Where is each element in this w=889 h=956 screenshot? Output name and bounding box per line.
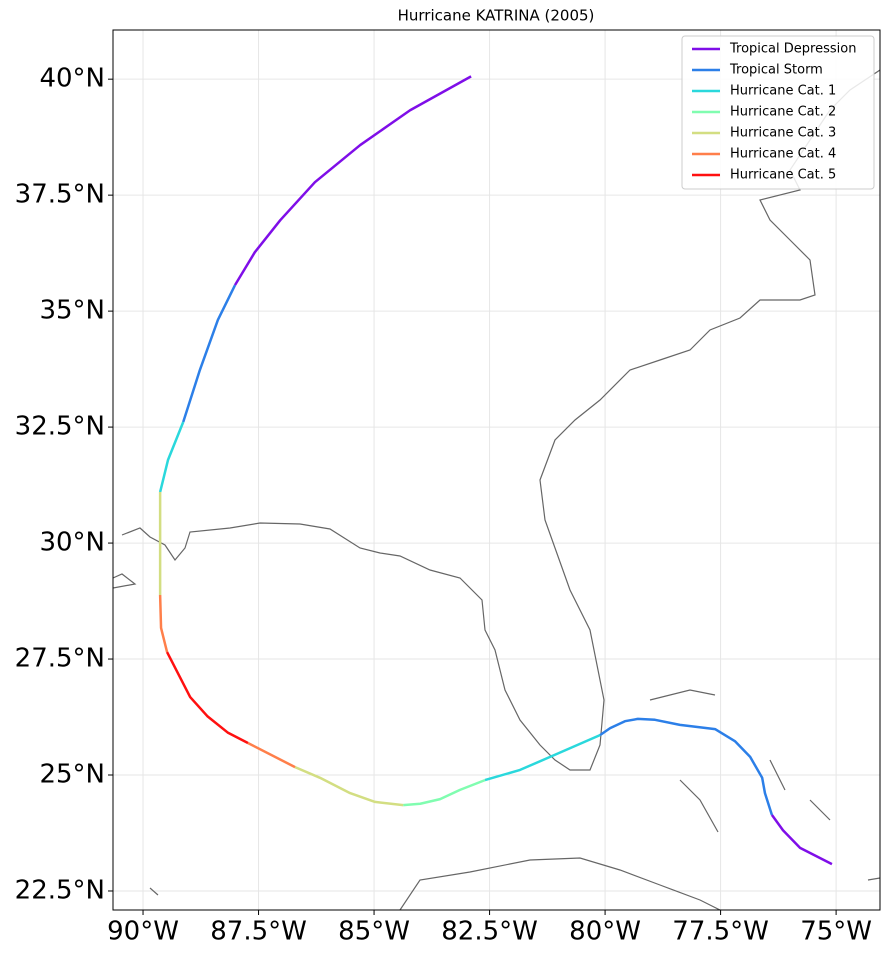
x-tick-label: 85°W [338,917,410,947]
coastline [113,69,880,771]
legend-label: Tropical Depression [729,42,856,57]
legend-label: Hurricane Cat. 4 [730,147,836,162]
track-line [158,421,601,782]
plot-frame [112,29,881,911]
y-tick-label: 40°N [39,64,105,94]
y-tick-label: 27.5°N [15,644,105,674]
track-line [158,594,296,769]
legend-box [681,35,875,190]
x-tick-label: 75°W [800,917,872,947]
legend: Tropical Depression Tropical Storm Hurrica… [681,35,875,190]
track-line [233,75,833,866]
y-tick-label: 30°N [39,528,105,558]
legend-label: Hurricane Cat. 1 [730,84,836,99]
y-tick-label: 37.5°N [15,180,105,210]
x-tick-label: 87.5°W [210,917,307,947]
legend-label: Tropical Storm [729,63,823,78]
tracks [158,75,833,866]
track-line [403,778,486,807]
legend-label: Hurricane Cat. 2 [730,105,836,120]
y-tick-label: 22.5°N [15,875,105,905]
chart-title: Hurricane KATRINA (2005) [398,7,595,25]
x-tick-label: 80°W [569,917,641,947]
coastlines [113,69,880,910]
x-tick-label: 90°W [107,917,179,947]
legend-label: Hurricane Cat. 5 [730,168,836,183]
legend-label: Hurricane Cat. 3 [730,126,836,141]
track-line [158,492,404,807]
coastline [149,689,880,910]
track-line [165,651,249,745]
y-tick-label: 35°N [39,296,105,326]
y-tick-label: 25°N [39,760,105,790]
x-tick-label: 82.5°W [441,917,538,947]
x-tick-label: 77.5°W [672,917,769,947]
y-tick-label: 32.5°N [15,412,105,442]
track-line [182,284,774,816]
